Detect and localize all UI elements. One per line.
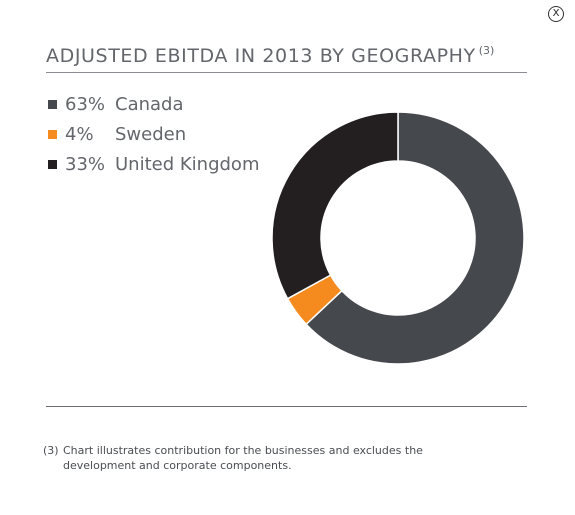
legend-percent-canada: 63% — [65, 93, 106, 115]
chart-title-text: ADJUSTED EBITDA IN 2013 BY GEOGRAPHY — [46, 45, 476, 67]
donut-slice-canada — [305, 112, 524, 364]
close-button[interactable]: X — [548, 6, 564, 22]
legend-percent-sweden: 4% — [65, 123, 94, 145]
legend-percent-united-kingdom: 33% — [65, 153, 106, 175]
legend-swatch-sweden — [48, 129, 57, 139]
title-footnote-ref: (3) — [478, 44, 495, 57]
footer-divider — [46, 406, 527, 407]
legend-item-sweden: 4% Sweden — [48, 119, 259, 149]
legend-item-canada: 63% Canada — [48, 89, 259, 119]
legend-swatch-canada — [48, 99, 57, 109]
donut-chart — [272, 112, 524, 364]
footnote-marker: (3) — [43, 444, 59, 457]
chart-title: ADJUSTED EBITDA IN 2013 BY GEOGRAPHY (3) — [46, 44, 494, 67]
chart-legend: 63% Canada 4% Sweden 33% United Kingdom — [48, 89, 259, 179]
legend-label-sweden: Sweden — [115, 123, 187, 145]
legend-label-canada: Canada — [115, 93, 184, 115]
title-divider — [46, 72, 527, 73]
footnote-text: Chart illustrates contribution for the b… — [63, 444, 423, 472]
footnote: (3) Chart illustrates contribution for t… — [43, 443, 483, 473]
legend-swatch-united-kingdom — [48, 159, 57, 169]
donut-slice-united-kingdom — [272, 112, 399, 300]
legend-item-united-kingdom: 33% United Kingdom — [48, 149, 259, 179]
legend-label-united-kingdom: United Kingdom — [115, 153, 260, 175]
